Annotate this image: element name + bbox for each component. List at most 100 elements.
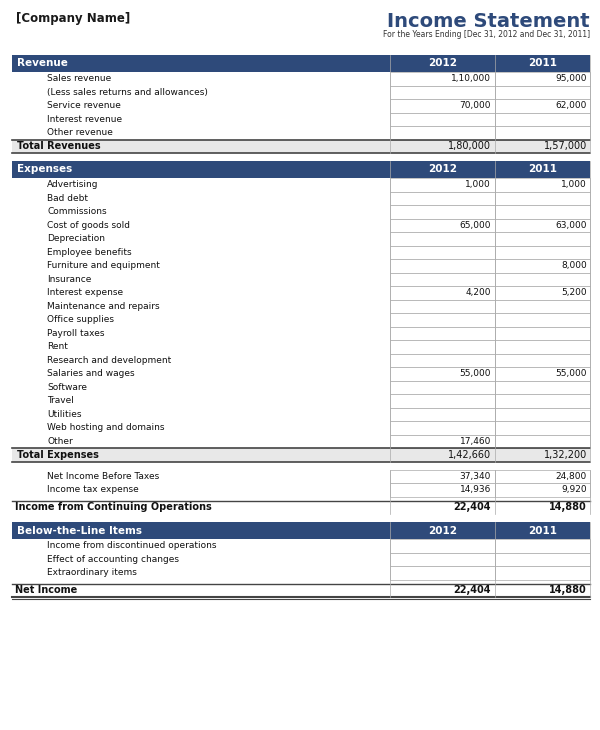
Text: Payroll taxes: Payroll taxes — [47, 328, 104, 338]
Bar — [495, 394, 590, 407]
Bar — [390, 85, 495, 99]
Text: Web hosting and domains: Web hosting and domains — [47, 423, 164, 432]
Text: 8,000: 8,000 — [561, 261, 587, 270]
Bar — [495, 112, 590, 126]
Bar — [390, 299, 495, 313]
Bar — [495, 340, 590, 353]
Bar — [495, 421, 590, 434]
Text: Income tax expense: Income tax expense — [47, 485, 139, 494]
Bar — [12, 522, 590, 539]
Text: 2011: 2011 — [528, 164, 557, 174]
Text: Rent: Rent — [47, 342, 68, 351]
Text: 2011: 2011 — [528, 526, 557, 536]
Text: Cost of goods sold: Cost of goods sold — [47, 220, 130, 230]
Bar — [495, 483, 590, 496]
Bar — [390, 99, 495, 112]
Bar — [390, 421, 495, 434]
Text: Commissions: Commissions — [47, 207, 107, 216]
Text: Other revenue: Other revenue — [47, 128, 113, 137]
Text: 55,000: 55,000 — [556, 369, 587, 378]
Bar — [495, 85, 590, 99]
Bar — [390, 178, 495, 191]
Bar — [495, 353, 590, 367]
Text: Utilities: Utilities — [47, 410, 82, 419]
Bar — [390, 566, 495, 580]
Text: (Less sales returns and allowances): (Less sales returns and allowances) — [47, 88, 208, 97]
Text: 9,920: 9,920 — [562, 485, 587, 494]
Text: Bad debt: Bad debt — [47, 193, 88, 203]
Bar — [390, 469, 495, 483]
Bar — [390, 191, 495, 205]
Text: For the Years Ending [Dec 31, 2012 and Dec 31, 2011]: For the Years Ending [Dec 31, 2012 and D… — [383, 30, 590, 39]
Bar — [390, 245, 495, 259]
Bar — [390, 367, 495, 380]
Text: Office supplies: Office supplies — [47, 315, 114, 324]
Bar — [390, 259, 495, 272]
Text: 1,32,200: 1,32,200 — [544, 450, 587, 460]
Text: 62,000: 62,000 — [556, 101, 587, 110]
Text: Other: Other — [47, 437, 73, 446]
Text: 2012: 2012 — [428, 164, 457, 174]
Bar — [495, 326, 590, 340]
Bar — [495, 205, 590, 218]
Bar — [495, 380, 590, 394]
Text: Sales revenue: Sales revenue — [47, 74, 111, 83]
Bar — [495, 191, 590, 205]
Bar — [390, 340, 495, 353]
Text: Depreciation: Depreciation — [47, 234, 105, 243]
Text: 37,340: 37,340 — [460, 472, 491, 481]
Bar — [390, 407, 495, 421]
Text: 63,000: 63,000 — [556, 220, 587, 230]
Bar — [495, 245, 590, 259]
Bar — [390, 353, 495, 367]
Text: Income from Continuing Operations: Income from Continuing Operations — [15, 502, 212, 512]
Bar — [390, 232, 495, 245]
Text: 1,10,000: 1,10,000 — [451, 74, 491, 83]
Bar — [390, 218, 495, 232]
Text: Revenue: Revenue — [17, 58, 68, 69]
Bar — [390, 112, 495, 126]
Text: Below-the-Line Items: Below-the-Line Items — [17, 526, 142, 536]
Bar — [495, 218, 590, 232]
Bar — [390, 272, 495, 286]
Text: 2012: 2012 — [428, 58, 457, 69]
Text: 22,404: 22,404 — [454, 585, 491, 595]
Text: Total Revenues: Total Revenues — [17, 141, 101, 151]
Text: 1,42,660: 1,42,660 — [448, 450, 491, 460]
Text: Employee benefits: Employee benefits — [47, 247, 131, 257]
Text: 55,000: 55,000 — [460, 369, 491, 378]
Bar — [12, 55, 590, 72]
Bar — [390, 205, 495, 218]
Text: 24,800: 24,800 — [556, 472, 587, 481]
Bar — [390, 434, 495, 448]
Text: Travel: Travel — [47, 396, 74, 405]
Bar — [495, 539, 590, 553]
Bar — [495, 299, 590, 313]
Bar — [390, 313, 495, 326]
Bar — [12, 161, 590, 178]
Text: 95,000: 95,000 — [556, 74, 587, 83]
Text: 14,880: 14,880 — [549, 502, 587, 512]
Text: 70,000: 70,000 — [460, 101, 491, 110]
Bar — [390, 380, 495, 394]
Text: Effect of accounting changes: Effect of accounting changes — [47, 555, 179, 564]
Bar — [495, 99, 590, 112]
Text: 14,936: 14,936 — [460, 485, 491, 494]
Text: [Company Name]: [Company Name] — [16, 12, 130, 25]
Text: Salaries and wages: Salaries and wages — [47, 369, 134, 378]
Text: Extraordinary items: Extraordinary items — [47, 568, 137, 577]
Text: Interest revenue: Interest revenue — [47, 115, 122, 124]
Text: 1,80,000: 1,80,000 — [448, 141, 491, 151]
Bar — [495, 434, 590, 448]
Text: 5,200: 5,200 — [562, 288, 587, 297]
Text: 17,460: 17,460 — [460, 437, 491, 446]
Text: 1,000: 1,000 — [561, 180, 587, 189]
Bar — [495, 566, 590, 580]
Text: 14,880: 14,880 — [549, 585, 587, 595]
Text: 65,000: 65,000 — [460, 220, 491, 230]
Bar — [12, 448, 590, 461]
Bar — [390, 286, 495, 299]
Bar — [495, 178, 590, 191]
Text: Maintenance and repairs: Maintenance and repairs — [47, 301, 160, 311]
Bar — [390, 126, 495, 139]
